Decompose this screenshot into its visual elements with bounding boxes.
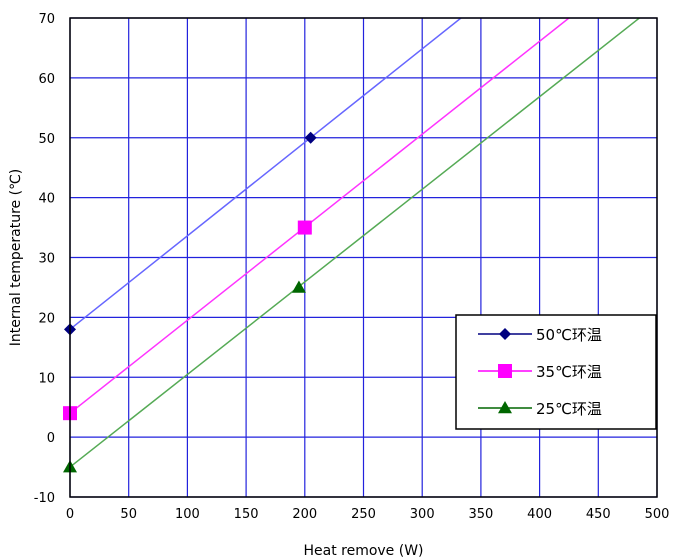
y-axis-title: Internal temperature (℃) xyxy=(8,169,24,347)
y-tick-label: 70 xyxy=(38,12,55,27)
y-tick-label: 60 xyxy=(38,72,55,87)
y-tick-label: 50 xyxy=(38,132,55,147)
x-tick-label: 100 xyxy=(175,507,200,522)
x-tick-label: 400 xyxy=(527,507,552,522)
x-tick-label: 500 xyxy=(645,507,670,522)
legend-label: 50℃环温 xyxy=(536,326,602,344)
legend-marker-triangle xyxy=(498,401,512,414)
legend-label: 35℃环温 xyxy=(536,363,602,381)
data-point-diamond xyxy=(304,131,317,144)
series-line-1 xyxy=(70,18,570,414)
legend-marker-square xyxy=(498,364,512,378)
plot-frame xyxy=(69,17,658,498)
y-tick-label: 10 xyxy=(38,371,55,386)
series-lines xyxy=(70,18,640,468)
x-tick-label: 50 xyxy=(120,507,137,522)
x-tick-label: 300 xyxy=(410,507,435,522)
y-tick-labels: -10 0 10 20 30 40 50 60 70 xyxy=(34,12,55,506)
x-axis-title: Heat remove (W) xyxy=(303,543,423,559)
y-tick-label: -10 xyxy=(34,491,55,506)
x-tick-label: 350 xyxy=(468,507,493,522)
x-tick-label: 200 xyxy=(292,507,317,522)
data-point-square xyxy=(297,220,312,235)
x-tick-labels: 0 50 100 150 200 250 300 350 400 450 500 xyxy=(66,507,670,522)
y-tick-label: 0 xyxy=(47,431,55,446)
y-tick-label: 30 xyxy=(38,252,55,267)
x-tick-label: 250 xyxy=(351,507,376,522)
y-tick-label: 20 xyxy=(38,311,55,326)
x-tick-label: 0 xyxy=(66,507,74,522)
legend-label: 25℃环温 xyxy=(536,400,602,418)
y-tick-label: 40 xyxy=(38,192,55,207)
legend: 50℃环温 35℃环温 25℃环温 xyxy=(455,314,657,430)
legend-marker-diamond xyxy=(499,328,511,340)
series-line-2 xyxy=(70,18,640,468)
x-tick-label: 450 xyxy=(586,507,611,522)
series-line-0 xyxy=(70,18,462,330)
data-point-triangle xyxy=(291,280,306,293)
x-tick-label: 150 xyxy=(234,507,259,522)
